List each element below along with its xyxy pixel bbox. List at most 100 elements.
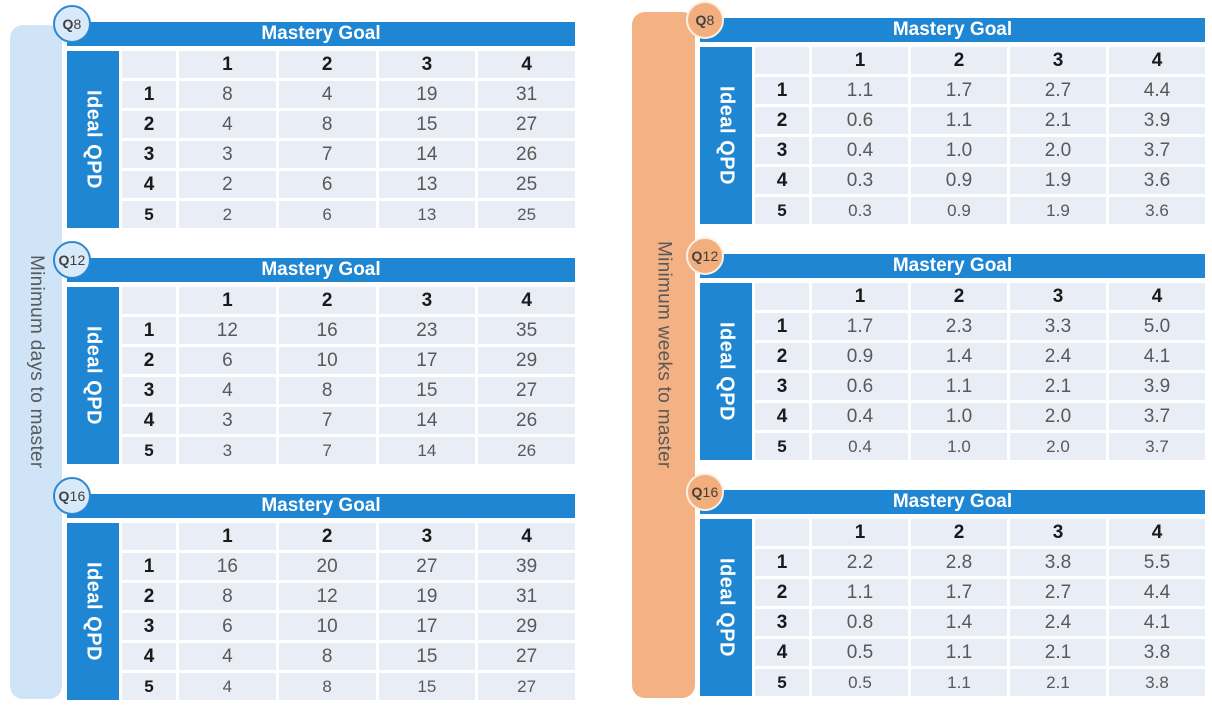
value-cell: 31: [478, 583, 575, 610]
mastery-goal-header: Mastery Goal: [700, 18, 1205, 42]
qpd-row-label: 4: [122, 407, 176, 434]
mastery-goal-column-header: 3: [378, 51, 476, 78]
value-cell: 2.2: [812, 549, 908, 576]
mastery-goal-header: Mastery Goal: [67, 22, 575, 46]
mastery-goal-column-header: 4: [1109, 519, 1205, 546]
value-cell: 0.9: [812, 343, 908, 370]
value-cell: 3.7: [1109, 403, 1205, 430]
value-cell: 6: [278, 171, 376, 198]
value-cell: 8: [278, 673, 376, 700]
value-cell: 15: [378, 377, 476, 404]
value-cell: 3: [179, 437, 276, 464]
value-cell: 17: [378, 347, 476, 374]
mastery-goal-header: Mastery Goal: [67, 258, 575, 282]
ideal-qpd-text: Ideal QPD: [82, 326, 105, 425]
value-cell: 3.6: [1109, 167, 1205, 194]
value-cell: 3: [179, 141, 276, 168]
table-grid: Ideal QPD 1 2 3 4 1 1.7 2.3 3.3 5.0 2 0.9 1.4 2.4 4.1 3…: [700, 283, 1205, 460]
corner-blank-cell: [755, 519, 809, 546]
value-cell: 1.0: [911, 433, 1007, 460]
badge-number: 12: [702, 248, 719, 264]
ideal-qpd-label: Ideal QPD: [700, 519, 752, 696]
qpd-row-label: 2: [122, 347, 176, 374]
qpd-row-label: 4: [122, 643, 176, 670]
badge-number: 16: [702, 484, 719, 500]
value-cell: 39: [478, 553, 575, 580]
value-cell: 0.9: [911, 167, 1007, 194]
value-cell: 16: [278, 317, 376, 344]
qpd-row-label: 3: [755, 373, 809, 400]
value-cell: 0.3: [812, 167, 908, 194]
value-cell: 27: [478, 377, 575, 404]
qpd-row-label: 4: [122, 171, 176, 198]
qpd-row-label: 5: [122, 673, 176, 700]
mastery-goal-column-header: 2: [278, 51, 376, 78]
mastery-goal-column-header: 4: [1109, 283, 1205, 310]
qpd-row-label: 1: [755, 77, 809, 104]
value-cell: 12: [278, 583, 376, 610]
value-cell: 29: [478, 347, 575, 374]
mastery-goal-column-header: 2: [278, 523, 376, 550]
table-grid: Ideal QPD 1 2 3 4 1 8 4 19 31 2 4 8 15 27 3 3 7 14 26 4 2 6 13 2…: [67, 51, 575, 228]
mastery-goal-column-header: 2: [911, 47, 1007, 74]
badge-number: 12: [69, 252, 86, 268]
value-cell: 27: [478, 643, 575, 670]
value-cell: 3.9: [1109, 107, 1205, 134]
ideal-qpd-text: Ideal QPD: [715, 322, 738, 421]
value-cell: 0.3: [812, 197, 908, 224]
qpd-row-label: 1: [122, 553, 176, 580]
question-count-badge: Q 12: [686, 237, 724, 275]
value-cell: 5.5: [1109, 549, 1205, 576]
value-cell: 19: [378, 81, 476, 108]
value-cell: 6: [278, 201, 376, 228]
corner-blank-cell: [122, 287, 176, 314]
ideal-qpd-label: Ideal QPD: [700, 283, 752, 460]
value-cell: 14: [378, 407, 476, 434]
value-cell: 3.9: [1109, 373, 1205, 400]
qpd-row-label: 2: [755, 343, 809, 370]
mastery-goal-column-header: 1: [812, 283, 908, 310]
badge-prefix: Q: [58, 252, 70, 268]
mastery-goal-column-header: 1: [179, 51, 276, 78]
value-cell: 1.1: [911, 107, 1007, 134]
value-cell: 13: [378, 201, 476, 228]
qpd-row-label: 3: [122, 377, 176, 404]
badge-prefix: Q: [695, 12, 707, 28]
ideal-qpd-text: Ideal QPD: [715, 558, 738, 657]
value-cell: 8: [179, 81, 276, 108]
value-cell: 0.4: [812, 433, 908, 460]
mastery-goal-header: Mastery Goal: [700, 490, 1205, 514]
value-cell: 25: [478, 201, 575, 228]
qpd-row-label: 1: [755, 549, 809, 576]
value-cell: 0.6: [812, 373, 908, 400]
value-cell: 26: [478, 437, 575, 464]
value-cell: 2.7: [1010, 77, 1106, 104]
question-count-badge: Q 12: [53, 241, 91, 279]
value-cell: 13: [378, 171, 476, 198]
qpd-row-label: 5: [755, 669, 809, 696]
value-cell: 4.4: [1109, 579, 1205, 606]
qpd-row-label: 1: [122, 317, 176, 344]
badge-number: 16: [69, 488, 86, 504]
value-cell: 4: [179, 377, 276, 404]
value-cell: 1.7: [812, 313, 908, 340]
value-cell: 0.5: [812, 639, 908, 666]
value-cell: 2.7: [1010, 579, 1106, 606]
value-cell: 1.1: [911, 373, 1007, 400]
value-cell: 17: [378, 613, 476, 640]
value-cell: 15: [378, 111, 476, 138]
value-cell: 0.9: [911, 197, 1007, 224]
value-cell: 31: [478, 81, 575, 108]
qpd-row-label: 5: [122, 201, 176, 228]
value-cell: 19: [378, 583, 476, 610]
value-cell: 35: [478, 317, 575, 344]
value-cell: 16: [179, 553, 276, 580]
mastery-goal-column-header: 3: [378, 523, 476, 550]
days-axis-label: Minimum days to master: [26, 255, 47, 469]
mastery-goal-column-header: 2: [911, 519, 1007, 546]
value-cell: 2.0: [1010, 403, 1106, 430]
mastery-goal-column-header: 4: [1109, 47, 1205, 74]
value-cell: 20: [278, 553, 376, 580]
